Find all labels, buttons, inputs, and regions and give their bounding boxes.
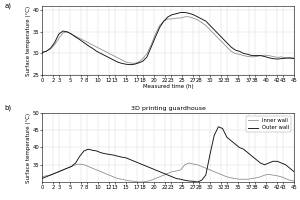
Outer wall bbox=[217, 126, 220, 128]
Inner wall bbox=[137, 181, 140, 183]
Title: 3D printing guardhouse: 3D printing guardhouse bbox=[130, 106, 206, 111]
Outer wall bbox=[175, 177, 178, 180]
Inner wall bbox=[179, 169, 182, 171]
Line: Inner wall: Inner wall bbox=[42, 163, 294, 182]
Outer wall bbox=[191, 180, 195, 183]
Inner wall bbox=[40, 176, 44, 178]
Outer wall bbox=[128, 158, 132, 161]
Outer wall bbox=[267, 162, 271, 164]
Inner wall bbox=[292, 180, 296, 182]
Outer wall bbox=[40, 177, 44, 180]
Inner wall bbox=[267, 173, 271, 176]
Outer wall bbox=[91, 149, 94, 151]
Text: b): b) bbox=[4, 105, 11, 111]
Inner wall bbox=[128, 180, 132, 182]
X-axis label: Measured time (h): Measured time (h) bbox=[143, 84, 193, 89]
Text: a): a) bbox=[4, 3, 11, 9]
Inner wall bbox=[187, 162, 191, 164]
Inner wall bbox=[200, 165, 203, 168]
Inner wall bbox=[99, 170, 103, 173]
Line: Outer wall: Outer wall bbox=[42, 127, 294, 182]
Legend: Inner wall, Outer wall: Inner wall, Outer wall bbox=[246, 116, 291, 132]
Y-axis label: Surface temperature (°C): Surface temperature (°C) bbox=[26, 112, 31, 183]
Inner wall bbox=[91, 167, 94, 169]
Y-axis label: Surface temperature (°C): Surface temperature (°C) bbox=[26, 5, 31, 76]
Outer wall bbox=[292, 170, 296, 173]
Outer wall bbox=[196, 181, 199, 183]
Outer wall bbox=[99, 151, 103, 154]
